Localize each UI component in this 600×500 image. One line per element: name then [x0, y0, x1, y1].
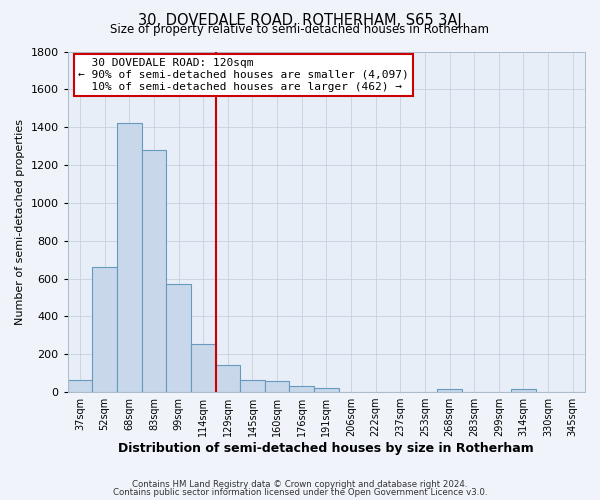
- Bar: [142, 150, 166, 392]
- Text: 30, DOVEDALE ROAD, ROTHERHAM, S65 3AJ: 30, DOVEDALE ROAD, ROTHERHAM, S65 3AJ: [138, 12, 462, 28]
- X-axis label: Distribution of semi-detached houses by size in Rotherham: Distribution of semi-detached houses by …: [118, 442, 534, 455]
- Y-axis label: Number of semi-detached properties: Number of semi-detached properties: [15, 119, 25, 325]
- Bar: [289, 386, 314, 392]
- Bar: [314, 388, 338, 392]
- Text: Contains public sector information licensed under the Open Government Licence v3: Contains public sector information licen…: [113, 488, 487, 497]
- Bar: [92, 267, 117, 392]
- Text: Contains HM Land Registry data © Crown copyright and database right 2024.: Contains HM Land Registry data © Crown c…: [132, 480, 468, 489]
- Bar: [166, 284, 191, 392]
- Bar: [511, 389, 536, 392]
- Bar: [240, 380, 265, 392]
- Bar: [191, 344, 215, 392]
- Bar: [215, 364, 240, 392]
- Bar: [437, 389, 462, 392]
- Bar: [68, 380, 92, 392]
- Bar: [265, 380, 289, 392]
- Text: Size of property relative to semi-detached houses in Rotherham: Size of property relative to semi-detach…: [110, 24, 490, 36]
- Bar: [117, 124, 142, 392]
- Text: 30 DOVEDALE ROAD: 120sqm
← 90% of semi-detached houses are smaller (4,097)
  10%: 30 DOVEDALE ROAD: 120sqm ← 90% of semi-d…: [78, 58, 409, 92]
